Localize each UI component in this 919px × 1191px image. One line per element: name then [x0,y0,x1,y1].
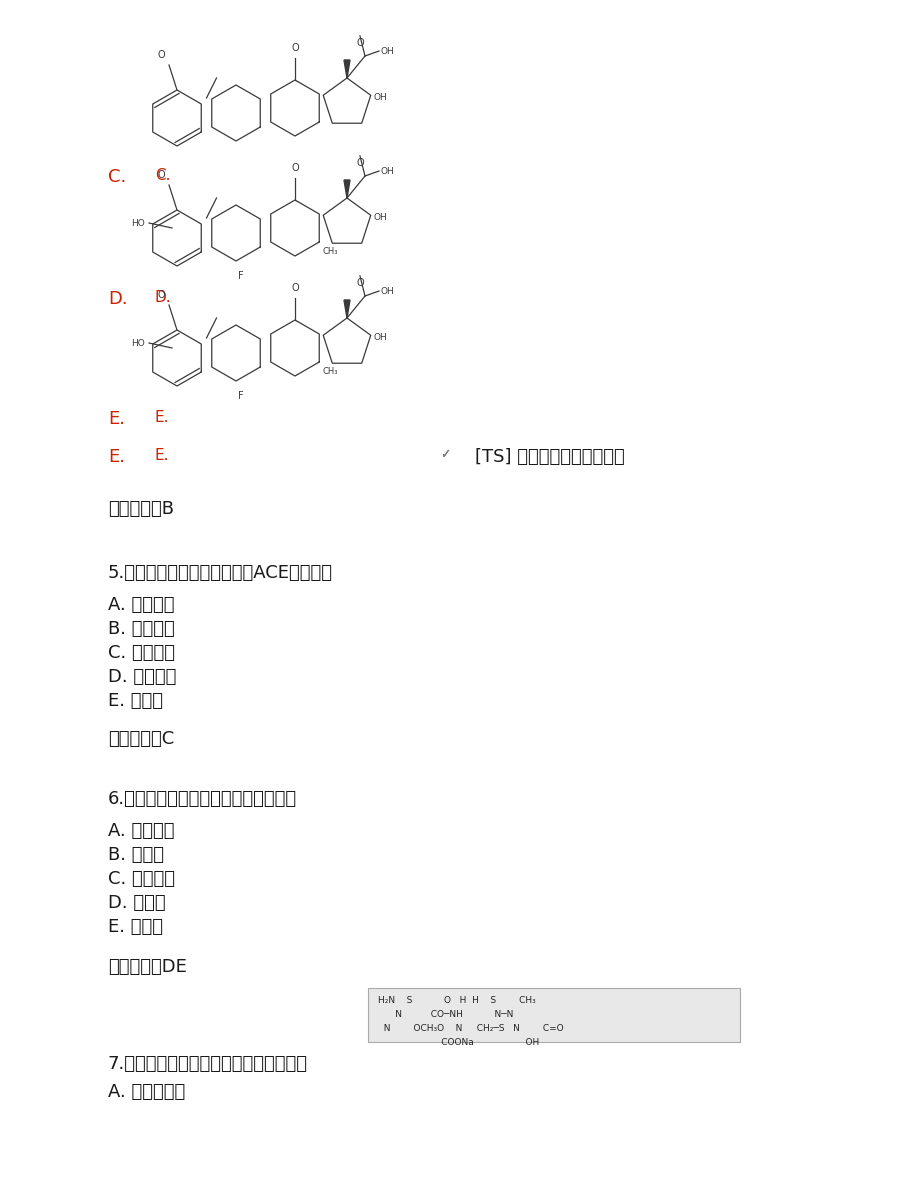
Text: 5.　单选题：含有磷酰结构的ACE抑制剂是: 5. 单选题：含有磷酰结构的ACE抑制剂是 [108,565,333,582]
Text: D.: D. [108,289,128,308]
Text: F: F [238,391,244,401]
Text: O: O [291,283,299,293]
Text: O: O [356,38,363,48]
Text: E. 缬沙坦: E. 缬沙坦 [108,692,163,710]
Text: OH: OH [380,46,394,56]
Text: CH₃: CH₃ [322,367,337,376]
Polygon shape [344,60,349,77]
Text: B. 别嘴醇: B. 别嘴醇 [108,846,164,863]
Text: 6.　多选题：含有手性碳原子的药物有: 6. 多选题：含有手性碳原子的药物有 [108,790,297,807]
Text: A. 头孢美唖钗: A. 头孢美唖钗 [108,1083,185,1100]
Text: N          CO─NH           N─N: N CO─NH N─N [378,1010,513,1019]
Text: O: O [291,163,299,173]
Text: OH: OH [373,93,387,101]
Text: HO: HO [131,338,145,348]
Text: O: O [157,170,165,180]
Text: B. 依那普利: B. 依那普利 [108,621,175,638]
Text: O: O [157,289,165,300]
Polygon shape [344,300,349,318]
Text: OH: OH [380,167,394,175]
Text: C. 美洛昔康: C. 美洛昔康 [108,869,175,888]
Text: E.: E. [108,410,125,428]
Text: COONa                  OH: COONa OH [378,1039,539,1047]
Text: 7.　单选题：具有下列化学结构的药物是: 7. 单选题：具有下列化学结构的药物是 [108,1055,308,1073]
Text: 正确答案：DE: 正确答案：DE [108,958,187,975]
Text: HO: HO [131,218,145,227]
Text: OH: OH [380,287,394,295]
Text: E.: E. [154,410,169,425]
Text: ✓: ✓ [439,448,450,461]
Text: E. 布洛芬: E. 布洛芬 [108,918,163,936]
Text: A. 卡托普利: A. 卡托普利 [108,596,175,615]
Text: A. 双氯芬酸: A. 双氯芬酸 [108,822,175,840]
FancyBboxPatch shape [368,989,739,1042]
Text: O: O [291,43,299,54]
Text: O: O [356,158,363,168]
Text: OH: OH [373,332,387,342]
Text: O: O [356,278,363,288]
Text: 正确答案：C: 正确答案：C [108,730,174,748]
Text: E.: E. [108,448,125,466]
Text: CH₃: CH₃ [322,247,337,256]
Text: ✓: ✓ [439,448,450,461]
Text: D. 赖诺普利: D. 赖诺普利 [108,668,176,686]
Text: OH: OH [373,213,387,222]
Text: H₂N    S           O   H  H    S        CH₃: H₂N S O H H S CH₃ [378,996,535,1005]
Text: E.: E. [154,448,169,463]
Text: D.: D. [154,289,172,305]
Text: C.: C. [108,168,126,186]
Text: O: O [157,50,165,60]
Text: [TS] 氢化可的松的结构式是: [TS] 氢化可的松的结构式是 [474,448,624,466]
Text: N        OCH₃O    N     CH₂─S   N        C=O: N OCH₃O N CH₂─S N C=O [378,1024,563,1033]
Text: C. 福辛普利: C. 福辛普利 [108,644,175,662]
Text: 正确答案：B: 正确答案：B [108,500,174,518]
Text: F: F [238,272,244,281]
Text: D. 萄普生: D. 萄普生 [108,894,165,912]
Polygon shape [344,180,349,198]
Text: C.: C. [154,168,170,183]
